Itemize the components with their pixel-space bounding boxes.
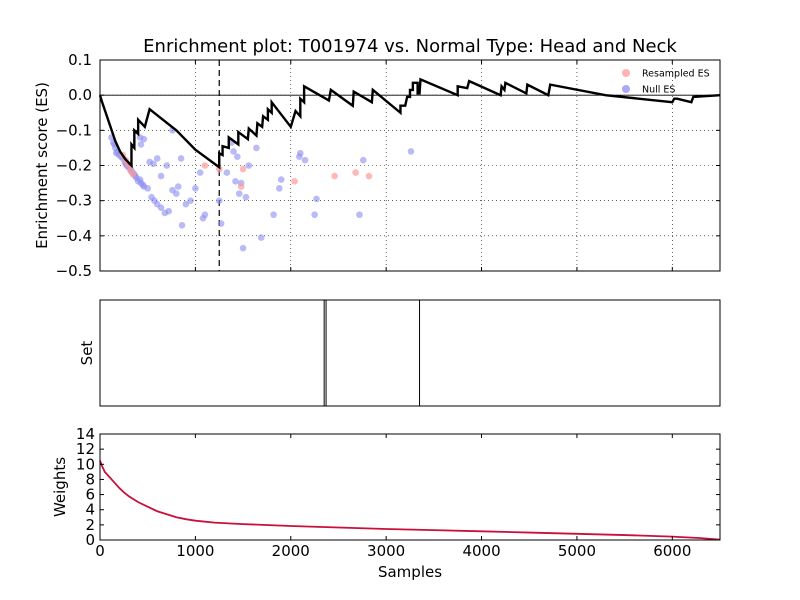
resampled-es-point (129, 170, 137, 178)
null-es-point (215, 197, 223, 204)
set-y-axis-label: Set (78, 341, 96, 366)
null-es-point (270, 211, 277, 219)
null-es-point (239, 244, 247, 252)
resampled-es-point (291, 178, 298, 185)
resampled-es-point (237, 183, 245, 190)
null-es-point (174, 183, 182, 190)
weights-y-tick-label: 0 (85, 531, 95, 549)
null-es-point (153, 155, 161, 162)
weights-y-axis-label: Weights (51, 457, 69, 517)
weights-y-tick-label: 4 (85, 501, 95, 519)
x-tick-label: 6000 (653, 542, 691, 560)
legend-label-resampled: Resampled ES (642, 69, 710, 80)
null-es-point (177, 155, 185, 162)
weights-y-tick-label: 14 (76, 425, 95, 443)
x-tick-label: 0 (95, 542, 105, 560)
set-axes-frame (99, 299, 721, 407)
null-es-point (157, 204, 165, 211)
es-y-tick-label: −0.5 (56, 262, 92, 280)
null-es-point (257, 234, 265, 241)
null-es-point (235, 190, 243, 197)
resampled-es-point (239, 165, 247, 173)
x-tick-label: 3000 (367, 542, 405, 560)
weights-axes-frame (99, 433, 721, 541)
resampled-es-point (201, 162, 209, 169)
null-es-point (242, 193, 250, 201)
null-es-point (182, 200, 190, 208)
es-line-path (98, 77, 721, 170)
legend-marker-resampled (622, 69, 630, 77)
weights-line-path (99, 460, 721, 541)
null-es-point (301, 156, 309, 164)
null-es-point (253, 144, 260, 152)
null-es-point (173, 190, 180, 197)
weights-y-tick-label: 6 (85, 486, 95, 504)
set-panel: Set (78, 299, 721, 407)
resampled-es-point (352, 169, 359, 176)
null-es-point (187, 197, 194, 204)
es-running-line (98, 77, 721, 170)
null-es-point (356, 211, 363, 219)
null-es-point (232, 178, 239, 185)
null-es-point (359, 156, 367, 164)
x-tick-label: 2000 (272, 542, 310, 560)
null-es-point (234, 153, 241, 161)
weights-y-tick-label: 10 (76, 455, 95, 473)
null-es-point (313, 195, 320, 203)
null-es-points (108, 127, 415, 252)
null-es-point (276, 185, 283, 192)
es-y-tick-label: 0.0 (68, 86, 92, 104)
es-y-tick-label: −0.3 (56, 192, 92, 210)
null-es-point (230, 148, 237, 155)
es-ticks: 0.1 0.0 −0.1 −0.2 −0.3 −0.4 −0.5 (56, 51, 720, 280)
legend-marker-null (622, 85, 630, 93)
null-es-point (277, 176, 285, 183)
null-es-point (297, 149, 304, 157)
es-y-tick-label: −0.1 (56, 121, 92, 139)
null-es-point (223, 169, 231, 176)
legend-label-null: Null ES (642, 85, 675, 96)
null-es-point (311, 211, 318, 219)
null-es-point (144, 185, 151, 192)
es-y-tick-label: 0.1 (68, 51, 92, 69)
es-panel: 0.1 0.0 −0.1 −0.2 −0.3 −0.4 −0.5 Enrichment sc… (33, 51, 721, 280)
null-es-point (165, 207, 172, 215)
set-hit-ticks (323, 300, 421, 406)
es-y-axis-label: Enrichment score (ES) (33, 82, 51, 249)
x-tick-label: 5000 (558, 542, 596, 560)
weights-y-tick-label: 12 (76, 440, 95, 458)
null-es-point (112, 149, 120, 157)
null-es-point (139, 181, 147, 189)
es-y-tick-label: −0.2 (56, 157, 92, 175)
null-es-point (196, 169, 204, 176)
weights-y-tick-label: 2 (85, 516, 95, 534)
null-es-point (201, 211, 209, 219)
null-es-point (136, 176, 144, 183)
x-tick-label: 1000 (176, 542, 214, 560)
resampled-es-point (365, 172, 373, 180)
null-es-point (163, 162, 171, 169)
plot-title: Enrichment plot: T001974 vs. Normal Type… (143, 36, 677, 57)
null-es-point (407, 148, 415, 155)
null-es-point (137, 141, 145, 148)
null-es-point (245, 162, 253, 169)
x-tick-label: 4000 (462, 542, 500, 560)
null-es-point (217, 220, 225, 227)
null-es-point (157, 172, 165, 180)
weights-y-tick-label: 8 (85, 470, 95, 488)
weights-line (99, 460, 721, 541)
x-axis-label: Samples (378, 563, 442, 581)
resampled-es-point (331, 172, 338, 180)
null-es-point (192, 185, 199, 192)
null-es-point (150, 160, 157, 168)
es-legend: Resampled ES Null ES (622, 69, 710, 96)
null-es-point (140, 135, 148, 143)
null-es-point (178, 221, 186, 229)
es-y-tick-label: −0.4 (56, 227, 92, 245)
